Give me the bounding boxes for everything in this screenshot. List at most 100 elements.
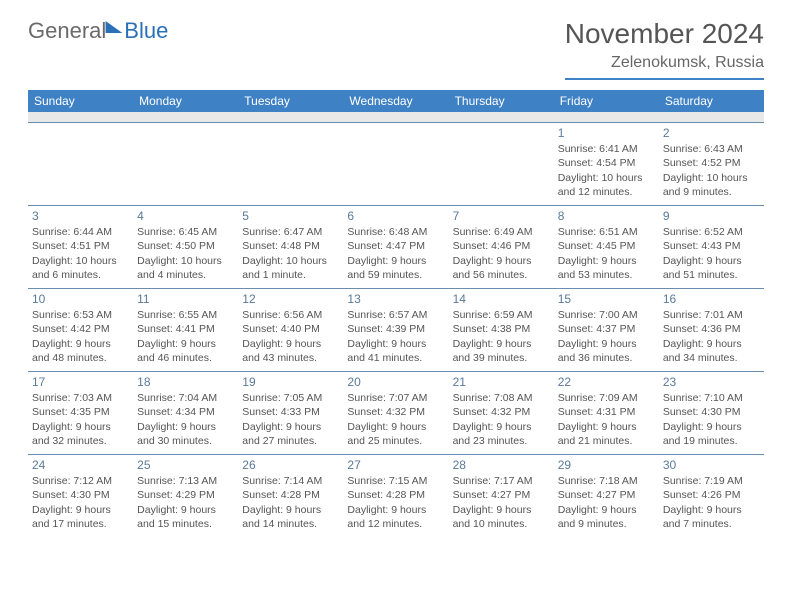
daylight-text: Daylight: 9 hours xyxy=(663,254,760,268)
daylight-text: Daylight: 9 hours xyxy=(137,503,234,517)
sunrise-text: Sunrise: 6:41 AM xyxy=(558,142,655,156)
daylight-text: and 19 minutes. xyxy=(663,434,760,448)
sunrise-text: Sunrise: 7:03 AM xyxy=(32,391,129,405)
sunrise-text: Sunrise: 7:05 AM xyxy=(242,391,339,405)
sunset-text: Sunset: 4:37 PM xyxy=(558,322,655,336)
day-number: 13 xyxy=(347,291,444,307)
sunset-text: Sunset: 4:51 PM xyxy=(32,239,129,253)
daylight-text: Daylight: 9 hours xyxy=(453,503,550,517)
sunset-text: Sunset: 4:42 PM xyxy=(32,322,129,336)
daylight-text: and 12 minutes. xyxy=(558,185,655,199)
day-cell: 4Sunrise: 6:45 AMSunset: 4:50 PMDaylight… xyxy=(133,206,238,288)
sunset-text: Sunset: 4:43 PM xyxy=(663,239,760,253)
sunrise-text: Sunrise: 7:01 AM xyxy=(663,308,760,322)
day-cell: 18Sunrise: 7:04 AMSunset: 4:34 PMDayligh… xyxy=(133,372,238,454)
logo-triangle-icon xyxy=(106,21,123,33)
day-number: 16 xyxy=(663,291,760,307)
sunset-text: Sunset: 4:50 PM xyxy=(137,239,234,253)
sunrise-text: Sunrise: 6:55 AM xyxy=(137,308,234,322)
daylight-text: and 14 minutes. xyxy=(242,517,339,531)
sunset-text: Sunset: 4:30 PM xyxy=(663,405,760,419)
day-cell: 20Sunrise: 7:07 AMSunset: 4:32 PMDayligh… xyxy=(343,372,448,454)
day-cell: 19Sunrise: 7:05 AMSunset: 4:33 PMDayligh… xyxy=(238,372,343,454)
day-cell: 23Sunrise: 7:10 AMSunset: 4:30 PMDayligh… xyxy=(659,372,764,454)
sunset-text: Sunset: 4:39 PM xyxy=(347,322,444,336)
daylight-text: Daylight: 9 hours xyxy=(347,503,444,517)
day-cell: 12Sunrise: 6:56 AMSunset: 4:40 PMDayligh… xyxy=(238,289,343,371)
daylight-text: and 41 minutes. xyxy=(347,351,444,365)
day-of-week-header: Sunday Monday Tuesday Wednesday Thursday… xyxy=(28,90,764,112)
day-number: 8 xyxy=(558,208,655,224)
day-cell: 11Sunrise: 6:55 AMSunset: 4:41 PMDayligh… xyxy=(133,289,238,371)
day-number: 7 xyxy=(453,208,550,224)
sunset-text: Sunset: 4:38 PM xyxy=(453,322,550,336)
week-row: 3Sunrise: 6:44 AMSunset: 4:51 PMDaylight… xyxy=(28,205,764,288)
daylight-text: Daylight: 10 hours xyxy=(663,171,760,185)
daylight-text: and 56 minutes. xyxy=(453,268,550,282)
week-row: 24Sunrise: 7:12 AMSunset: 4:30 PMDayligh… xyxy=(28,454,764,537)
day-number: 18 xyxy=(137,374,234,390)
day-cell: 16Sunrise: 7:01 AMSunset: 4:36 PMDayligh… xyxy=(659,289,764,371)
day-cell: 13Sunrise: 6:57 AMSunset: 4:39 PMDayligh… xyxy=(343,289,448,371)
day-cell-empty xyxy=(343,123,448,205)
daylight-text: Daylight: 9 hours xyxy=(32,420,129,434)
sunset-text: Sunset: 4:28 PM xyxy=(347,488,444,502)
sunset-text: Sunset: 4:36 PM xyxy=(663,322,760,336)
sunrise-text: Sunrise: 7:13 AM xyxy=(137,474,234,488)
daylight-text: Daylight: 9 hours xyxy=(453,337,550,351)
day-number: 23 xyxy=(663,374,760,390)
daylight-text: and 21 minutes. xyxy=(558,434,655,448)
day-cell: 14Sunrise: 6:59 AMSunset: 4:38 PMDayligh… xyxy=(449,289,554,371)
week-row: 17Sunrise: 7:03 AMSunset: 4:35 PMDayligh… xyxy=(28,371,764,454)
daylight-text: Daylight: 9 hours xyxy=(242,503,339,517)
sunset-text: Sunset: 4:35 PM xyxy=(32,405,129,419)
daylight-text: and 36 minutes. xyxy=(558,351,655,365)
day-number: 10 xyxy=(32,291,129,307)
sunset-text: Sunset: 4:45 PM xyxy=(558,239,655,253)
daylight-text: and 25 minutes. xyxy=(347,434,444,448)
day-cell-empty xyxy=(28,123,133,205)
calendar: Sunday Monday Tuesday Wednesday Thursday… xyxy=(0,84,792,537)
sunset-text: Sunset: 4:48 PM xyxy=(242,239,339,253)
sunrise-text: Sunrise: 7:17 AM xyxy=(453,474,550,488)
day-cell: 3Sunrise: 6:44 AMSunset: 4:51 PMDaylight… xyxy=(28,206,133,288)
week-row: 1Sunrise: 6:41 AMSunset: 4:54 PMDaylight… xyxy=(28,122,764,205)
sunrise-text: Sunrise: 6:59 AM xyxy=(453,308,550,322)
sunset-text: Sunset: 4:29 PM xyxy=(137,488,234,502)
daylight-text: Daylight: 9 hours xyxy=(558,420,655,434)
daylight-text: and 32 minutes. xyxy=(32,434,129,448)
logo-text-blue: Blue xyxy=(124,18,168,44)
day-cell: 17Sunrise: 7:03 AMSunset: 4:35 PMDayligh… xyxy=(28,372,133,454)
day-cell: 28Sunrise: 7:17 AMSunset: 4:27 PMDayligh… xyxy=(449,455,554,537)
sunrise-text: Sunrise: 7:10 AM xyxy=(663,391,760,405)
day-number: 22 xyxy=(558,374,655,390)
sunset-text: Sunset: 4:54 PM xyxy=(558,156,655,170)
header: General Blue November 2024 Zelenokumsk, … xyxy=(0,0,792,84)
sunset-text: Sunset: 4:40 PM xyxy=(242,322,339,336)
dow-thursday: Thursday xyxy=(449,90,554,112)
daylight-text: and 30 minutes. xyxy=(137,434,234,448)
day-number: 11 xyxy=(137,291,234,307)
daylight-text: Daylight: 9 hours xyxy=(32,337,129,351)
page-title: November 2024 xyxy=(565,18,764,50)
day-cell: 2Sunrise: 6:43 AMSunset: 4:52 PMDaylight… xyxy=(659,123,764,205)
day-cell: 10Sunrise: 6:53 AMSunset: 4:42 PMDayligh… xyxy=(28,289,133,371)
day-cell: 25Sunrise: 7:13 AMSunset: 4:29 PMDayligh… xyxy=(133,455,238,537)
sunset-text: Sunset: 4:26 PM xyxy=(663,488,760,502)
header-spacer xyxy=(28,112,764,122)
sunset-text: Sunset: 4:28 PM xyxy=(242,488,339,502)
daylight-text: Daylight: 9 hours xyxy=(663,337,760,351)
daylight-text: and 9 minutes. xyxy=(663,185,760,199)
daylight-text: and 10 minutes. xyxy=(453,517,550,531)
day-cell: 24Sunrise: 7:12 AMSunset: 4:30 PMDayligh… xyxy=(28,455,133,537)
daylight-text: Daylight: 9 hours xyxy=(242,337,339,351)
day-cell: 27Sunrise: 7:15 AMSunset: 4:28 PMDayligh… xyxy=(343,455,448,537)
daylight-text: and 34 minutes. xyxy=(663,351,760,365)
sunrise-text: Sunrise: 6:51 AM xyxy=(558,225,655,239)
daylight-text: Daylight: 10 hours xyxy=(32,254,129,268)
day-number: 4 xyxy=(137,208,234,224)
day-number: 2 xyxy=(663,125,760,141)
daylight-text: and 39 minutes. xyxy=(453,351,550,365)
day-cell: 26Sunrise: 7:14 AMSunset: 4:28 PMDayligh… xyxy=(238,455,343,537)
sunrise-text: Sunrise: 6:44 AM xyxy=(32,225,129,239)
